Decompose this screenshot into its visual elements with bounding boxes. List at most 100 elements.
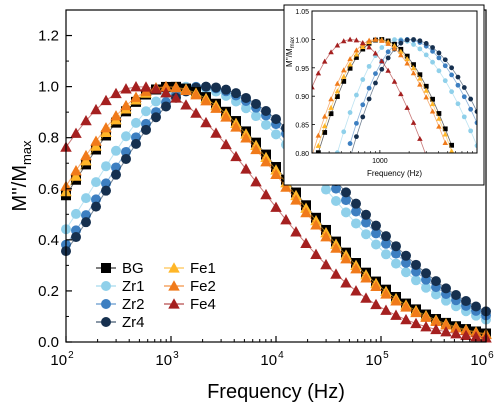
point-Fe2: [410, 306, 422, 318]
point-Fe4: [380, 304, 392, 315]
point-Zr4: [201, 81, 211, 92]
point-Fe2: [100, 122, 112, 133]
legend-swatch-Zr4: [101, 317, 111, 327]
inset-point-Fe4: [353, 37, 360, 43]
point-Fe4: [210, 127, 222, 138]
inset-y-tick-label: 0.90: [295, 94, 309, 101]
inset-point-Zr2: [449, 72, 455, 78]
inset-series-Fe2: [312, 36, 449, 153]
inset-point-Zr4: [366, 96, 372, 102]
point-Zr1: [421, 282, 431, 293]
inset-point-Fe4: [385, 67, 391, 73]
inset-point-BG: [322, 130, 328, 135]
inset-point-Zr2: [354, 120, 359, 126]
legend-swatch-Fe4: [168, 298, 180, 309]
point-Zr1: [381, 249, 391, 260]
point-Fe4: [360, 292, 372, 303]
point-Fe4: [350, 285, 362, 296]
x-tick-label: 106: [470, 350, 494, 369]
point-Fe4: [310, 248, 322, 259]
point-Zr4: [381, 231, 391, 242]
y-tick-label: 1.0: [38, 79, 59, 96]
inset-point-Zr2: [347, 141, 353, 146]
inset-point-Fe2: [410, 70, 417, 76]
inset-point-BG: [411, 62, 416, 68]
point-Fe2: [80, 149, 92, 161]
point-Fe4: [390, 309, 402, 320]
point-Fe4: [290, 226, 302, 237]
inset-y-axis-label: M''/Mmax: [285, 37, 296, 67]
point-Zr4: [401, 250, 411, 261]
point-Zr1: [411, 275, 421, 286]
inset-point-Fe2: [366, 37, 372, 43]
inset-point-Zr4: [474, 109, 477, 114]
point-Zr4: [251, 98, 261, 109]
point-Fe2: [310, 219, 322, 230]
inset-point-BG: [442, 126, 448, 132]
point-Fe2: [180, 84, 192, 95]
inset-point-Zr1: [341, 129, 347, 135]
point-Fe4: [80, 114, 92, 126]
point-Fe2: [440, 319, 452, 330]
inset-point-BG: [436, 111, 442, 116]
point-Fe2: [400, 301, 412, 312]
point-Fe4: [90, 103, 102, 115]
inset-point-Zr1: [474, 143, 477, 149]
point-Zr2: [341, 195, 351, 206]
inset-y-tick-label: 1.00: [295, 37, 309, 44]
point-Zr1: [71, 208, 81, 219]
point-Zr1: [251, 111, 261, 122]
y-tick-label: 1.2: [38, 28, 59, 45]
point-Zr2: [391, 248, 401, 259]
main-chart: 102 103 104 105 106 0.0 0.2 0.4 0.6 0.8 1.0 1.2 BG F…: [9, 9, 494, 403]
point-Zr4: [71, 232, 81, 243]
point-Fe1: [80, 155, 92, 166]
point-Zr2: [371, 228, 381, 239]
point-Zr4: [341, 187, 351, 198]
point-Fe2: [110, 110, 122, 121]
legend-item-Zr2: Zr2: [96, 296, 145, 313]
point-Fe4: [70, 127, 82, 138]
inset-series-line-Fe1: [317, 39, 452, 152]
inset-point-Zr2: [436, 55, 442, 61]
point-Fe4: [200, 116, 212, 128]
point-Fe4: [280, 214, 292, 225]
inset-point-Zr4: [461, 85, 467, 90]
point-Zr4: [461, 296, 471, 307]
inset-point-Zr2: [474, 120, 477, 126]
point-Zr4: [411, 259, 421, 270]
point-Zr4: [121, 153, 131, 164]
inset-point-Fe4: [340, 38, 347, 44]
point-Zr1: [151, 96, 161, 107]
inset-point-Zr1: [442, 78, 448, 84]
inset-point-Fe1: [436, 115, 442, 121]
y-tick-label: 0.0: [38, 334, 59, 351]
inset-point-Fe1: [442, 131, 449, 137]
inset-background: [283, 4, 485, 186]
point-Fe4: [440, 326, 452, 337]
inset-point-Fe2: [328, 96, 334, 102]
point-Fe2: [330, 242, 342, 253]
y-tick-label: 0.2: [38, 283, 59, 300]
x-tick-label: 102: [50, 350, 74, 369]
inset-point-Fe2: [423, 94, 429, 100]
point-Fe4: [190, 107, 202, 118]
point-Fe4: [430, 323, 442, 335]
point-Fe4: [150, 83, 162, 94]
legend: BG Fe1 Zr1 Fe2 Zr2 Fe4 Zr4: [96, 260, 216, 331]
inset-point-Zr1: [379, 45, 385, 50]
inset-point-Zr1: [468, 128, 474, 134]
point-Zr1: [121, 131, 131, 142]
main-data-marks: [60, 80, 492, 343]
point-Zr4: [131, 138, 141, 149]
point-Fe2: [370, 280, 382, 291]
inset-point-Fe4: [315, 70, 322, 76]
inset-point-Fe1: [360, 44, 366, 50]
point-Fe2: [430, 315, 442, 326]
point-Zr2: [381, 238, 391, 249]
point-Zr1: [271, 129, 281, 140]
point-Zr1: [331, 196, 341, 207]
point-Fe4: [240, 163, 252, 174]
point-Fe2: [420, 311, 432, 322]
inset-point-Zr2: [455, 82, 461, 88]
